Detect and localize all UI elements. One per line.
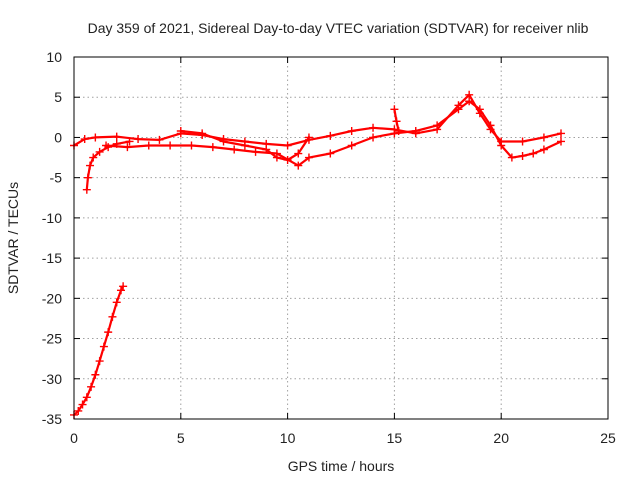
data-point-marker	[187, 141, 196, 150]
y-tick-label: -25	[42, 331, 62, 347]
data-point-marker	[219, 137, 228, 146]
data-point-marker	[518, 137, 527, 146]
data-point-marker	[144, 141, 153, 150]
y-tick-label: -35	[42, 411, 62, 427]
data-point-marker	[283, 155, 292, 164]
data-point-marker	[557, 137, 566, 146]
data-point-marker	[134, 135, 143, 144]
chart-title: Day 359 of 2021, Sidereal Day-to-day VTE…	[88, 20, 589, 36]
data-point-marker	[475, 105, 484, 114]
data-point-marker	[529, 149, 538, 158]
data-point-marker	[87, 382, 96, 391]
series-5	[176, 127, 313, 164]
data-point-marker	[89, 153, 98, 162]
data-point-marker	[112, 132, 121, 141]
x-axis-label: GPS time / hours	[288, 458, 395, 474]
data-point-marker	[294, 149, 303, 158]
x-tick-label: 5	[177, 430, 185, 446]
x-tick-label: 15	[387, 430, 403, 446]
x-tick-label: 25	[600, 430, 616, 446]
data-point-marker	[208, 143, 217, 152]
data-point-marker	[539, 133, 548, 142]
data-point-marker	[74, 406, 83, 415]
data-point-marker	[497, 141, 506, 150]
data-point-marker	[95, 147, 104, 156]
tick-layer: 0 5 10 15 20 25 10 5 0 -5 -10 -15 -20 -25 -30 -35	[42, 49, 616, 446]
data-point-marker	[454, 105, 463, 114]
data-point-marker	[283, 141, 292, 150]
data-point-marker	[539, 145, 548, 154]
data-point-marker	[108, 312, 117, 321]
data-point-marker	[347, 141, 356, 150]
data-point-marker	[99, 342, 108, 351]
data-point-marker	[394, 127, 403, 136]
data-point-marker	[390, 105, 399, 114]
data-point-marker	[557, 129, 566, 138]
data-point-marker	[95, 357, 104, 366]
y-tick-label: -5	[50, 170, 63, 186]
y-tick-label: 0	[54, 129, 62, 145]
data-point-marker	[392, 117, 401, 126]
data-point-marker	[304, 133, 313, 142]
data-point-marker	[104, 328, 113, 337]
data-point-marker	[78, 400, 87, 409]
data-point-marker	[83, 173, 92, 182]
series-2	[82, 137, 134, 194]
y-tick-label: 10	[46, 49, 62, 65]
data-point-marker	[347, 127, 356, 136]
plot-frame	[73, 56, 609, 420]
series-layer	[70, 90, 566, 419]
data-point-marker	[116, 286, 125, 295]
data-point-marker	[91, 133, 100, 142]
data-point-marker	[112, 298, 121, 307]
data-point-marker	[518, 151, 527, 160]
y-tick-label: -15	[42, 250, 62, 266]
data-point-marker	[176, 127, 185, 136]
data-point-marker	[369, 133, 378, 142]
data-point-marker	[251, 147, 260, 156]
data-point-marker	[86, 161, 95, 170]
data-point-marker	[91, 370, 100, 379]
y-tick-label: -10	[42, 210, 62, 226]
data-point-marker	[326, 131, 335, 140]
data-point-marker	[272, 153, 281, 162]
series-6	[390, 105, 403, 136]
data-point-marker	[155, 135, 164, 144]
data-point-marker	[80, 135, 89, 144]
data-point-marker	[240, 141, 249, 150]
data-point-marker	[82, 393, 91, 402]
data-point-marker	[82, 185, 91, 194]
data-point-marker	[198, 129, 207, 138]
data-point-marker	[486, 121, 495, 130]
x-tick-label: 10	[280, 430, 296, 446]
data-point-marker	[123, 143, 132, 152]
data-point-marker	[326, 149, 335, 158]
y-tick-label: -30	[42, 371, 62, 387]
data-point-marker	[262, 145, 271, 154]
data-point-marker	[166, 141, 175, 150]
x-tick-label: 0	[70, 430, 78, 446]
x-tick-label: 20	[493, 430, 509, 446]
y-tick-label: 5	[54, 89, 62, 105]
data-point-marker	[507, 153, 516, 162]
data-point-marker	[119, 282, 128, 291]
y-axis-label: SDTVAR / TECUs	[5, 182, 21, 294]
y-tick-label: -20	[42, 290, 62, 306]
series-1	[70, 282, 128, 419]
data-point-marker	[369, 123, 378, 132]
data-point-marker	[294, 161, 303, 170]
data-point-marker	[411, 127, 420, 136]
data-point-marker	[433, 121, 442, 130]
data-point-marker	[390, 129, 399, 138]
grid-layer	[74, 57, 608, 419]
data-point-marker	[230, 145, 239, 154]
data-point-marker	[465, 97, 474, 106]
data-point-marker	[304, 153, 313, 162]
data-point-marker	[102, 141, 111, 150]
